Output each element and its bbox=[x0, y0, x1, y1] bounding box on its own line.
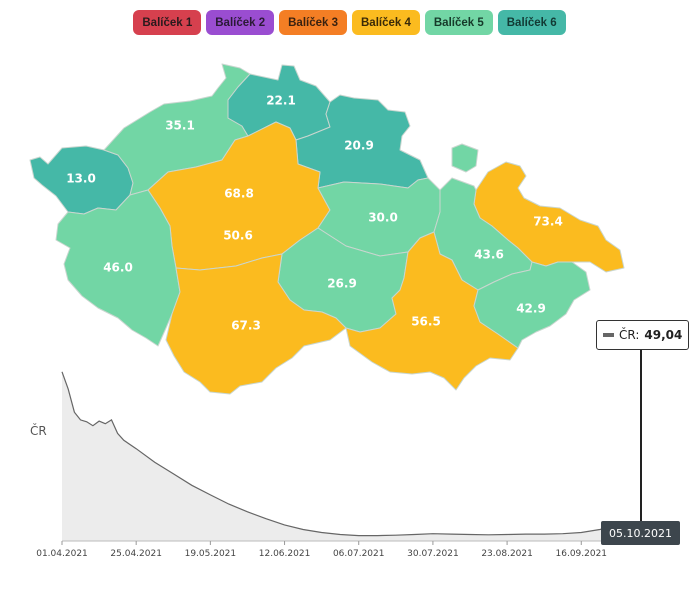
series-area bbox=[62, 371, 640, 541]
legend-item-3[interactable]: Balíček 3 bbox=[279, 10, 347, 35]
series-swatch bbox=[603, 333, 614, 337]
x-tick-label: 25.04.2021 bbox=[110, 549, 162, 559]
region-value-jihomoravsky: 56.5 bbox=[411, 315, 441, 329]
region-value-praha: 68.8 bbox=[224, 187, 254, 201]
region-value-kralovehradecky: 20.9 bbox=[344, 139, 374, 153]
legend-item-5[interactable]: Balíček 5 bbox=[424, 10, 493, 35]
region-map: 13.0 35.1 22.1 20.9 68.8 50.6 30.0 73.4 46.0 43.6… bbox=[29, 63, 625, 395]
series-line bbox=[61, 371, 641, 537]
timeline-cursor[interactable] bbox=[640, 350, 642, 522]
x-tick-label: 23.08.2021 bbox=[481, 549, 533, 559]
tooltip-value: 49,04 bbox=[644, 328, 683, 342]
x-tick-label: 19.05.2021 bbox=[185, 549, 237, 559]
region-value-liberecky: 22.1 bbox=[266, 94, 296, 108]
series-label: ČR bbox=[30, 424, 47, 438]
region-value-stredocesky: 50.6 bbox=[223, 229, 253, 243]
x-tick-label: 06.07.2021 bbox=[333, 549, 385, 559]
x-tick-label: 16.09.2021 bbox=[556, 549, 608, 559]
region-value-vysocina: 26.9 bbox=[327, 277, 357, 291]
region-value-moravskoslezsky: 73.4 bbox=[533, 215, 563, 229]
current-date-badge[interactable]: 05.10.2021 bbox=[601, 521, 680, 545]
value-tooltip: ČR: 49,04 bbox=[596, 320, 690, 350]
region-value-olomoucky: 43.6 bbox=[474, 248, 504, 262]
region-value-jihocesky: 67.3 bbox=[231, 319, 261, 333]
region-plzensky[interactable] bbox=[55, 189, 181, 347]
legend-item-6[interactable]: Balíček 6 bbox=[497, 10, 566, 35]
region-zlinsky[interactable] bbox=[473, 261, 591, 349]
region-jihocesky[interactable] bbox=[165, 253, 347, 395]
x-tick-label: 01.04.2021 bbox=[36, 549, 88, 559]
legend-item-1[interactable]: Balíček 1 bbox=[133, 10, 202, 35]
x-tick-label: 30.07.2021 bbox=[407, 549, 459, 559]
region-value-plzensky: 46.0 bbox=[103, 261, 133, 275]
region-jihomoravsky[interactable] bbox=[345, 231, 519, 391]
region-value-pardubicky: 30.0 bbox=[368, 211, 398, 225]
region-value-zlinsky: 42.9 bbox=[516, 302, 546, 316]
tooltip-label: ČR: bbox=[619, 328, 640, 342]
legend-item-2[interactable]: Balíček 2 bbox=[206, 10, 275, 35]
legend: Balíček 1 Balíček 2 Balíček 3 Balíček 4 Balí… bbox=[0, 10, 699, 35]
x-tick-label: 12.06.2021 bbox=[259, 549, 311, 559]
region-value-ustecky: 35.1 bbox=[165, 119, 195, 133]
region-value-karlovarsky: 13.0 bbox=[66, 172, 96, 186]
legend-item-4[interactable]: Balíček 4 bbox=[352, 10, 420, 35]
